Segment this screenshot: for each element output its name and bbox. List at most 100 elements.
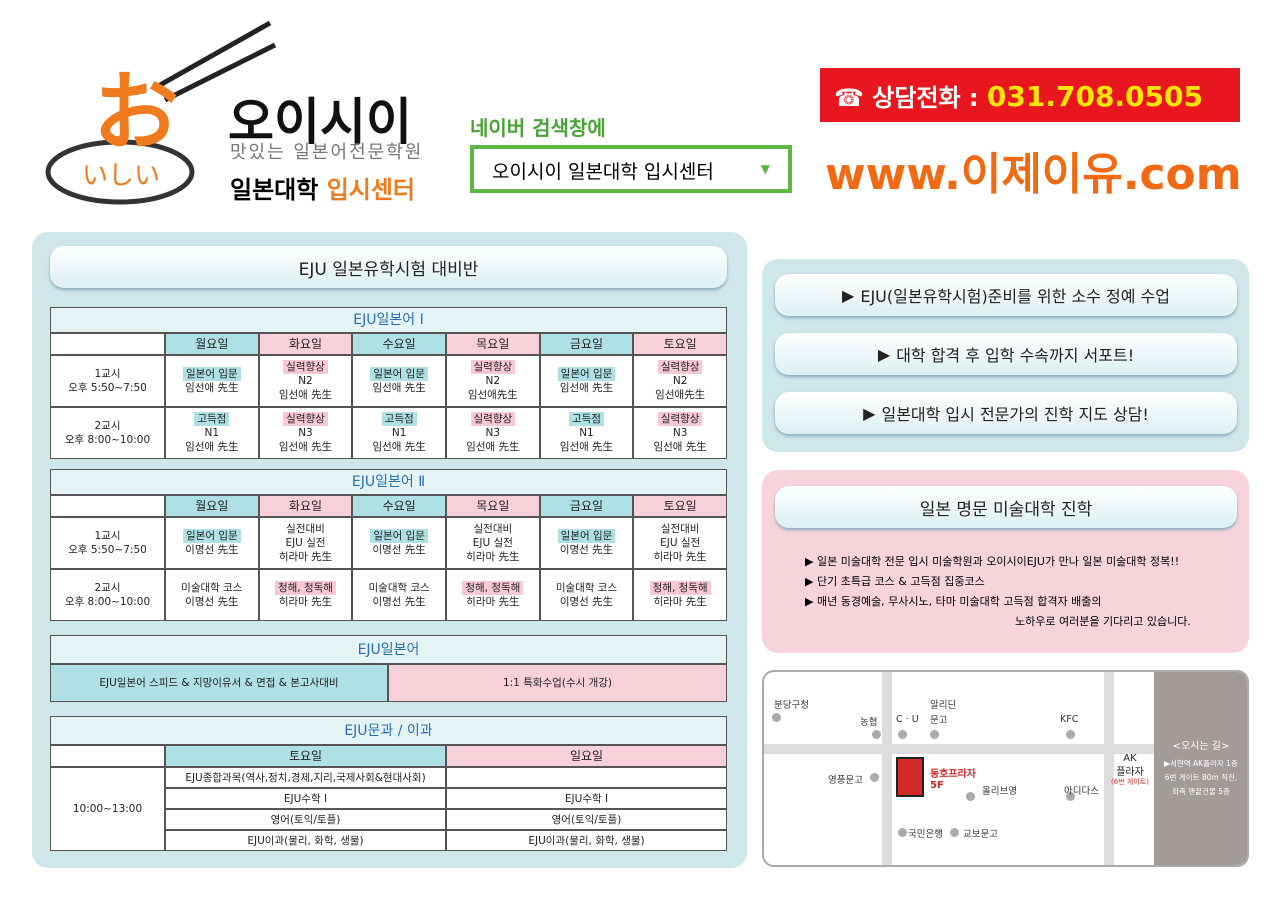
cell-text: 일본어 입문 bbox=[183, 529, 241, 543]
cell-text: 오후 5:50~7:50 bbox=[68, 544, 147, 556]
cell-text: 청해, 청독해 bbox=[274, 581, 336, 595]
map-place: 영풍문고 bbox=[828, 775, 863, 786]
class-cell: 미술대학 코스 이명선 先生 bbox=[352, 569, 446, 621]
cell-text: 이명선 先生 bbox=[372, 544, 426, 556]
class-cell: 실력향상 N2 임선애先生 bbox=[633, 355, 727, 407]
cell-text: 대학 합격 후 입학 수속까지 서포트! bbox=[896, 346, 1135, 365]
cell-text: N2 bbox=[485, 375, 501, 387]
course: EJU일본어 스피드 & 지망이유서 & 면접 & 본고사대비 bbox=[50, 664, 388, 702]
cell-text: 미술대학 코스 bbox=[368, 582, 430, 594]
cell-text: 일본어 입문 bbox=[183, 367, 241, 381]
class-cell: 실력향상 N2 임선애 先生 bbox=[258, 355, 353, 407]
subject: EJU이과(물리, 화학, 생물) bbox=[165, 830, 446, 851]
cell-text: 임선애 先生 bbox=[185, 382, 239, 394]
day-header: 목요일 bbox=[446, 495, 540, 517]
cell-text: 영어(토익/토플) bbox=[551, 813, 622, 826]
ak: AK bbox=[1123, 752, 1137, 764]
cell-text: 임선애 先生 bbox=[278, 441, 333, 453]
cell-text: N2 bbox=[672, 375, 688, 387]
cell-text: N3 bbox=[298, 427, 313, 439]
map-place: 분당구청 bbox=[774, 700, 809, 711]
map-dot bbox=[1066, 730, 1075, 739]
cell-text: 실전대비 bbox=[660, 523, 700, 535]
cell-text: N3 bbox=[672, 427, 688, 439]
directions: 좌측 맨끝건물 5층 bbox=[1172, 786, 1230, 796]
building-icon bbox=[896, 757, 924, 797]
class-cell: 일본어 입문 임선애 先生 bbox=[539, 355, 634, 407]
subject: 영어(토익/토플) bbox=[165, 809, 446, 830]
ak: (6번 게이트) bbox=[1111, 778, 1149, 786]
phone-banner: ☎ 상담전화 : 031.708.0505 bbox=[820, 68, 1240, 122]
center-title: 일본대학 입시센터 bbox=[230, 170, 415, 205]
subject: EJU수학 Ⅰ bbox=[446, 788, 727, 809]
cell-text: 히라마 先生 bbox=[653, 596, 707, 608]
cell-text: 오후 8:00~10:00 bbox=[64, 596, 151, 608]
cell-text: 임선애 先生 bbox=[372, 441, 426, 453]
search-label: 네이버 검색창에 bbox=[470, 116, 606, 140]
cell-text: 이명선 先生 bbox=[559, 544, 614, 556]
class-cell: 실력향상 N3 임선애 先生 bbox=[258, 407, 353, 459]
class-cell: 미술대학 코스 이명선 先生 bbox=[539, 569, 634, 621]
time: 10:00~13:00 bbox=[50, 767, 165, 851]
day-header: 목요일 bbox=[446, 333, 540, 355]
search-box: 오이시이 일본대학 입시센터 ▼ bbox=[470, 145, 792, 193]
cell-text: 임선애 先生 bbox=[559, 441, 614, 453]
floor: 5F bbox=[930, 780, 944, 791]
cell-text: 미술대학 코스 bbox=[181, 582, 243, 594]
class-cell: 일본어 입문 이명선 先生 bbox=[352, 517, 446, 569]
cell-text: 일본어 입문 bbox=[370, 367, 428, 381]
section-title: EJU일본어 bbox=[50, 635, 727, 664]
cell-text: 임선애 先生 bbox=[185, 441, 239, 453]
map-dot bbox=[772, 713, 781, 722]
course: 1:1 특화수업(수시 개강) bbox=[388, 664, 727, 702]
cell-text: 이명선 先生 bbox=[185, 544, 239, 556]
map-dot bbox=[898, 730, 907, 739]
map-place: 올리브영 bbox=[982, 786, 1017, 797]
art-bullet: ▶ 일본 미술대학 전문 입시 미술학원과 오이시이EJU가 만나 일본 미술대… bbox=[805, 555, 1180, 568]
cell-text: 청해, 청독해 bbox=[462, 581, 524, 595]
cell-text: EJU 실전 bbox=[285, 537, 326, 549]
cell-text: 실전대비 bbox=[473, 523, 513, 535]
directions: 6번 게이트 80m 직진, bbox=[1164, 772, 1238, 782]
cell-text: 히라마 先生 bbox=[653, 551, 707, 563]
cell-text: 임선애 先生 bbox=[278, 389, 333, 401]
class-cell: 고득점 N1 임선애 先生 bbox=[165, 407, 259, 459]
cell-text: 임선애 先生 bbox=[466, 441, 520, 453]
class-cell: 고득점 N1 임선애 先生 bbox=[539, 407, 634, 459]
cell-text: 실전대비 bbox=[286, 523, 325, 535]
class-cell: 청해, 청독해 히라마 先生 bbox=[633, 569, 727, 621]
schedule-title: EJU 일본유학시험 대비반 bbox=[50, 246, 727, 288]
search-query: 오이시이 일본대학 입시센터 bbox=[492, 161, 714, 183]
map-dot bbox=[950, 828, 959, 837]
day-header: 화요일 bbox=[258, 495, 353, 517]
class-cell: 고득점 N1 임선애 先生 bbox=[352, 407, 446, 459]
day-header: 금요일 bbox=[539, 495, 634, 517]
map-dot bbox=[930, 730, 939, 739]
cell-text: EJU 실전 bbox=[472, 537, 513, 549]
cell-text: 임선애 先生 bbox=[653, 441, 707, 453]
cell-text: 2교시 bbox=[94, 582, 121, 594]
subject: EJU수학 Ⅰ bbox=[165, 788, 446, 809]
cell-text: 단기 초특급 코스 & 고득점 집중코스 bbox=[816, 575, 985, 588]
cell-text: EJU수학 Ⅰ bbox=[564, 792, 609, 805]
day-header: 토요일 bbox=[633, 333, 727, 355]
class-cell: 실력향상 N3 임선애 先生 bbox=[446, 407, 540, 459]
map-place: 아디다스 bbox=[1064, 786, 1099, 797]
art-continuation: 노하우로 여러분을 기다리고 있습니다. bbox=[1015, 615, 1191, 628]
day-header: 수요일 bbox=[352, 495, 446, 517]
cell-text: 히라마 先生 bbox=[278, 551, 333, 563]
cell-text: 임선애先生 bbox=[467, 389, 518, 401]
cell-text: 고득점 bbox=[381, 412, 417, 426]
cell-text: 일본어 입문 bbox=[370, 529, 428, 543]
cell-text: EJU이과(물리, 화학, 생물) bbox=[528, 834, 645, 847]
class-cell: 실력향상 N3 임선애 先生 bbox=[633, 407, 727, 459]
section-title: EJU일본어 Ⅱ bbox=[50, 469, 727, 495]
cell-text: 이명선 先生 bbox=[185, 596, 239, 608]
cell-text: 히라마 先生 bbox=[466, 551, 520, 563]
cell-text: 일본어 입문 bbox=[557, 529, 616, 543]
logo-kana: お bbox=[93, 63, 179, 163]
class-cell: 청해, 청독해 히라마 先生 bbox=[446, 569, 540, 621]
directions-title: <오시는 길> bbox=[1172, 740, 1230, 752]
